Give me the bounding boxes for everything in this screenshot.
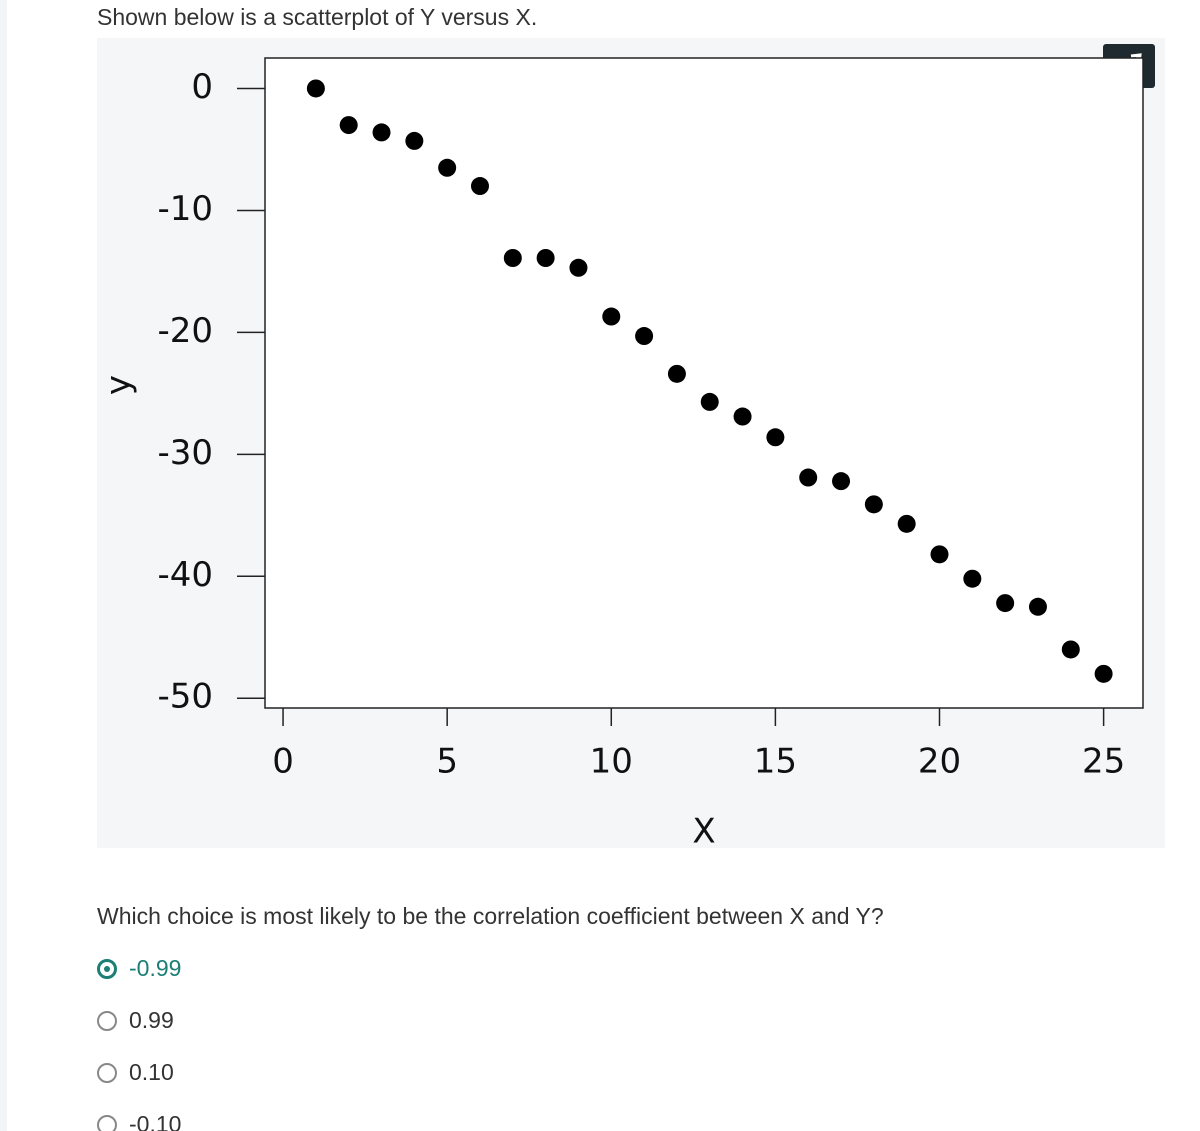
plot-frame xyxy=(264,57,1144,709)
radio-button[interactable] xyxy=(97,1010,117,1031)
y-tick-label: -30 xyxy=(157,433,213,473)
point xyxy=(1094,664,1113,683)
x-tick-label: 15 xyxy=(754,742,797,782)
answer-choice[interactable]: 0.99 xyxy=(97,1007,174,1034)
point xyxy=(405,131,424,150)
answer-choice[interactable]: -0.10 xyxy=(97,1111,181,1131)
point xyxy=(602,307,621,326)
point xyxy=(470,177,489,196)
choice-label[interactable]: 0.10 xyxy=(129,1059,174,1085)
point xyxy=(799,468,818,487)
chart: 0 -10 -20 -30 -40 -50 0 5 10 15 20 25 Xy xyxy=(97,38,1165,852)
point xyxy=(438,158,457,177)
y-tick-label: -40 xyxy=(157,555,213,595)
y-axis-label: y xyxy=(99,375,139,395)
y-tick-label: 0 xyxy=(191,67,213,107)
intro-text: Shown below is a scatterplot of Y versus… xyxy=(97,4,538,30)
point xyxy=(1061,640,1080,659)
point xyxy=(569,258,588,277)
point xyxy=(1028,597,1047,616)
point xyxy=(635,327,654,346)
point xyxy=(700,392,719,411)
question-prompt: Which choice is most likely to be the co… xyxy=(97,903,884,929)
y-tick-label: -50 xyxy=(157,677,213,717)
radio-button[interactable] xyxy=(97,1062,117,1083)
choice-label[interactable]: 0.99 xyxy=(129,1007,174,1033)
point xyxy=(733,407,752,426)
x-tick-label: 25 xyxy=(1082,742,1125,782)
point xyxy=(339,116,358,135)
point xyxy=(930,545,949,564)
point xyxy=(832,472,851,491)
point xyxy=(667,364,686,383)
x-tick-label: 10 xyxy=(590,742,633,782)
x-axis-label: X xyxy=(692,812,715,852)
point xyxy=(536,249,555,267)
point xyxy=(897,514,916,533)
point xyxy=(963,569,982,588)
answer-choice[interactable]: 0.10 xyxy=(97,1059,174,1086)
point xyxy=(372,123,391,142)
x-tick-label: 0 xyxy=(272,742,294,782)
y-tick-label: -10 xyxy=(157,189,213,229)
point xyxy=(306,79,325,98)
x-tick-label: 20 xyxy=(918,742,961,782)
point xyxy=(996,594,1015,613)
y-tick-label: -20 xyxy=(157,311,213,351)
point xyxy=(766,428,785,447)
radio-button[interactable] xyxy=(97,1114,117,1131)
point xyxy=(864,495,883,514)
choice-label[interactable]: -0.10 xyxy=(129,1111,182,1131)
x-tick-label: 5 xyxy=(436,742,458,782)
choice-label[interactable]: -0.99 xyxy=(129,955,182,981)
radio-button[interactable] xyxy=(97,958,117,979)
point xyxy=(503,249,522,267)
answer-choice[interactable]: -0.99 xyxy=(97,955,181,982)
